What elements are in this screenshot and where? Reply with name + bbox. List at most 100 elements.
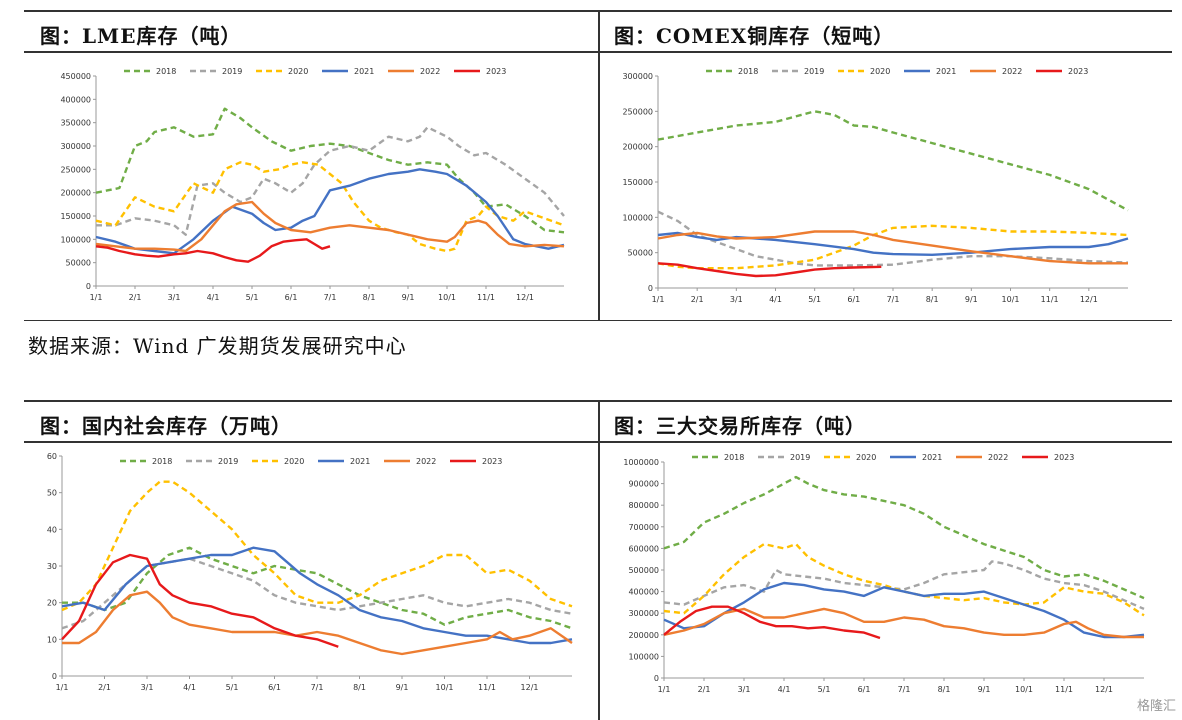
x-tick-label: 8/1: [363, 293, 376, 302]
legend-label-2019: 2019: [218, 457, 238, 466]
legend-label-2020: 2020: [856, 453, 876, 462]
x-tick-label: 10/1: [438, 293, 456, 302]
series-line-2018: [62, 546, 573, 630]
title-rule: [24, 441, 600, 443]
y-tick-label: 250000: [60, 165, 91, 174]
series-line-2018: [95, 107, 565, 234]
x-tick-label: 6/1: [285, 293, 298, 302]
x-tick-label: 2/1: [98, 683, 111, 692]
panel-divider: [598, 10, 600, 320]
legend-label-2022: 2022: [1002, 67, 1022, 76]
y-tick-label: 250000: [622, 107, 653, 116]
legend-label-2021: 2021: [350, 457, 370, 466]
x-tick-label: 7/1: [324, 293, 337, 302]
legend-label-2023: 2023: [1054, 453, 1074, 462]
x-tick-label: 3/1: [730, 295, 743, 304]
series-line-2023: [95, 238, 331, 263]
panel-divider: [598, 400, 600, 720]
x-tick-label: 11/1: [478, 683, 496, 692]
x-tick-label: 7/1: [887, 295, 900, 304]
legend-label-2023: 2023: [482, 457, 502, 466]
y-tick-label: 100000: [622, 213, 653, 222]
series-line-2018: [657, 110, 1129, 212]
x-tick-label: 8/1: [938, 685, 951, 694]
x-tick-label: 1/1: [658, 685, 671, 694]
y-tick-label: 30: [47, 562, 57, 571]
legend-label-2019: 2019: [222, 67, 242, 76]
y-tick-label: 0: [86, 282, 91, 291]
y-tick-label: 50000: [628, 249, 653, 258]
y-tick-label: 50000: [66, 259, 91, 268]
y-tick-label: 150000: [60, 212, 91, 221]
x-tick-label: 6/1: [268, 683, 281, 692]
y-tick-label: 300000: [60, 142, 91, 151]
x-tick-label: 2/1: [698, 685, 711, 694]
x-tick-label: 11/1: [1055, 685, 1073, 694]
legend-label-2020: 2020: [284, 457, 304, 466]
x-tick-label: 4/1: [207, 293, 220, 302]
x-tick-label: 11/1: [1041, 295, 1059, 304]
series-line-2021: [95, 168, 565, 255]
legend-label-2019: 2019: [790, 453, 810, 462]
y-tick-label: 60: [47, 452, 57, 461]
chart-title-lme: 图：LME库存（吨）: [40, 24, 242, 48]
legend-label-2018: 2018: [152, 457, 172, 466]
legend-label-2021: 2021: [936, 67, 956, 76]
legend-label-2021: 2021: [922, 453, 942, 462]
legend-label-2022: 2022: [420, 67, 440, 76]
y-tick-label: 400000: [628, 588, 659, 597]
x-tick-label: 1/1: [90, 293, 103, 302]
x-tick-label: 12/1: [521, 683, 539, 692]
legend-label-2021: 2021: [354, 67, 374, 76]
series-line-2018: [663, 475, 1145, 600]
x-tick-label: 9/1: [965, 295, 978, 304]
x-tick-label: 8/1: [926, 295, 939, 304]
series-line-2023: [657, 262, 882, 278]
x-tick-label: 12/1: [1080, 295, 1098, 304]
y-tick-label: 20: [47, 599, 57, 608]
x-tick-label: 6/1: [858, 685, 871, 694]
series-line-2022: [663, 607, 1144, 639]
chart-title-comex: 图：COMEX铜库存（短吨）: [614, 24, 895, 48]
source-note: 数据来源：Wind 广发期货发展研究中心: [28, 334, 407, 358]
series-line-2022: [95, 200, 565, 253]
legend-label-2018: 2018: [738, 67, 758, 76]
series-line-2023: [663, 605, 881, 640]
y-tick-label: 0: [648, 284, 653, 293]
x-tick-label: 5/1: [226, 683, 239, 692]
x-tick-label: 10/1: [436, 683, 454, 692]
legend-label-2023: 2023: [1068, 67, 1088, 76]
title-rule: [24, 51, 600, 53]
legend-label-2019: 2019: [804, 67, 824, 76]
x-tick-label: 5/1: [818, 685, 831, 694]
y-tick-label: 300000: [628, 609, 659, 618]
legend-label-2020: 2020: [288, 67, 308, 76]
y-tick-label: 1000000: [623, 458, 659, 467]
chart-title-social: 图：国内社会库存（万吨）: [40, 414, 292, 438]
y-tick-label: 100000: [628, 652, 659, 661]
y-tick-label: 600000: [628, 544, 659, 553]
y-tick-label: 0: [654, 674, 659, 683]
y-tick-label: 10: [47, 635, 57, 644]
x-tick-label: 5/1: [246, 293, 259, 302]
x-tick-label: 8/1: [353, 683, 366, 692]
x-tick-label: 3/1: [738, 685, 751, 694]
y-tick-label: 400000: [60, 95, 91, 104]
legend-label-2022: 2022: [416, 457, 436, 466]
y-tick-label: 300000: [622, 72, 653, 81]
watermark: 格隆汇: [1136, 699, 1176, 714]
social-inventory-chart: 0 10 20 30 40 50 60 1/1 2/1 3/1 4/1 5/1 6/1 7/1 8/1 9/1…: [47, 452, 573, 692]
title-rule: [600, 51, 1172, 53]
y-tick-label: 150000: [622, 178, 653, 187]
title-rule: [600, 441, 1172, 443]
y-tick-label: 450000: [60, 72, 91, 81]
x-tick-label: 12/1: [516, 293, 534, 302]
series-line-2020: [657, 224, 1129, 270]
y-tick-label: 50: [47, 489, 57, 498]
series-line-2020: [663, 542, 1145, 617]
y-tick-label: 200000: [60, 189, 91, 198]
x-tick-label: 4/1: [769, 295, 782, 304]
x-tick-label: 3/1: [141, 683, 154, 692]
x-tick-label: 4/1: [183, 683, 196, 692]
series-line-2021: [61, 546, 573, 645]
